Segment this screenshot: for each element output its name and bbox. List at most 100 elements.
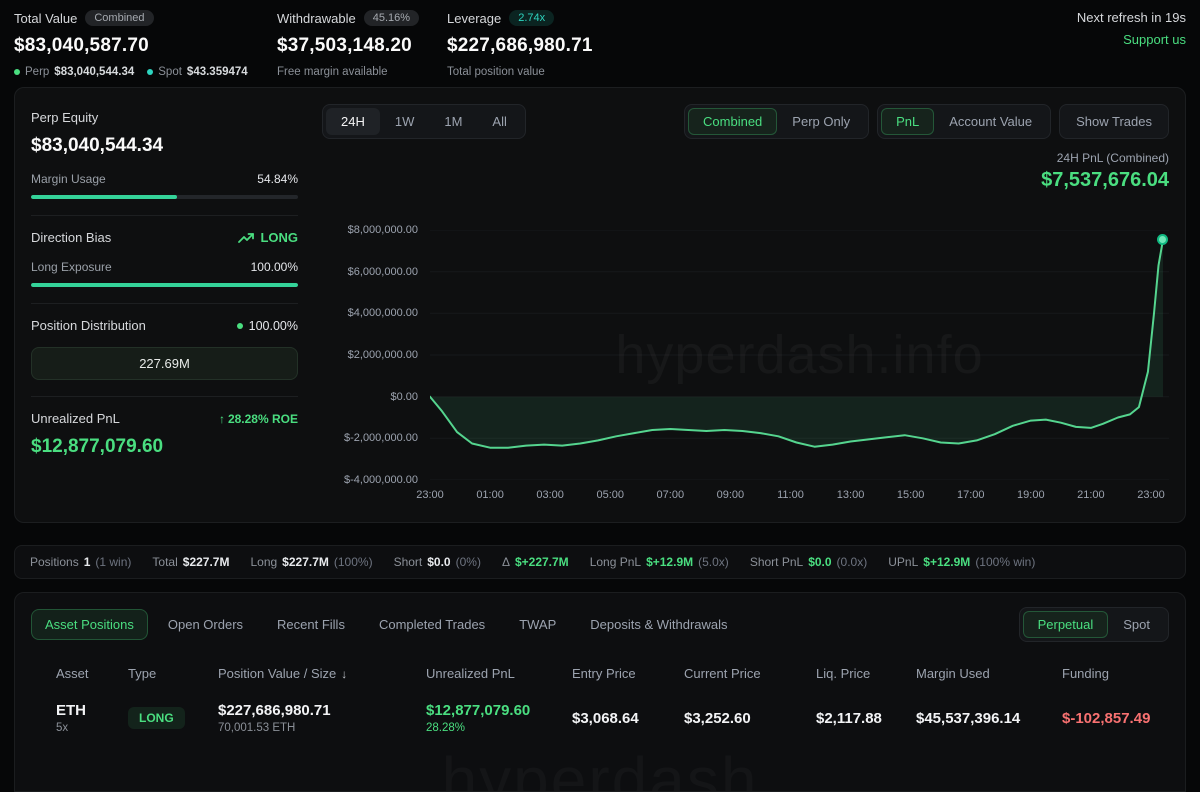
pnl-readout-label: 24H PnL (Combined) (322, 151, 1169, 165)
margin-used-cell: $45,537,396.14 (916, 710, 1062, 727)
withdrawable-label: Withdrawable (277, 11, 356, 26)
entry-price-cell: $3,068.64 (572, 710, 684, 727)
x-axis-tick: 23:00 (1137, 489, 1165, 501)
x-axis-tick: 21:00 (1077, 489, 1105, 501)
withdrawable-amount: $37,503,148.20 (277, 35, 447, 57)
positions-table-header: Asset Type Position Value / Size ↓ Unrea… (56, 666, 1169, 681)
pnl-chart-area: 24H 1W 1M All Combined Perp Only PnL Acc… (322, 104, 1169, 506)
perp-label: Perp (25, 66, 49, 78)
direction-bias-value: LONG (260, 230, 298, 245)
total-value-stat: Total Value Combined $83,040,587.70 Perp… (14, 10, 277, 78)
position-size: 70,001.53 ETH (218, 722, 426, 734)
tab-deposits-withdrawals[interactable]: Deposits & Withdrawals (576, 609, 741, 640)
unrealized-pnl-cell: $12,877,079.60 28.28% (426, 702, 572, 734)
row-unrealized-pnl: $12,877,079.60 (426, 702, 572, 719)
tab-twap[interactable]: TWAP (505, 609, 570, 640)
perp-equity-value: $83,040,544.34 (31, 135, 298, 157)
withdrawable-subtitle: Free margin available (277, 66, 447, 78)
header-current-price[interactable]: Current Price (684, 666, 816, 681)
total-value-amount: $83,040,587.70 (14, 35, 277, 57)
margin-usage-label: Margin Usage (31, 172, 106, 186)
metric-toggle: PnL Account Value (877, 104, 1051, 139)
position-value: $227,686,980.71 (218, 702, 426, 719)
perp-dot-icon (14, 69, 20, 75)
long-exposure-value: 100.00% (251, 260, 298, 274)
tab-asset-positions[interactable]: Asset Positions (31, 609, 148, 640)
tab-open-orders[interactable]: Open Orders (154, 609, 257, 640)
x-axis-tick: 03:00 (536, 489, 564, 501)
perp-equity-label: Perp Equity (31, 110, 298, 125)
total-value-label: Total Value (14, 11, 77, 26)
combined-badge: Combined (85, 10, 153, 26)
toggle-perpetual[interactable]: Perpetual (1023, 611, 1109, 638)
show-trades-button[interactable]: Show Trades (1059, 104, 1169, 139)
header-position-value[interactable]: Position Value / Size ↓ (218, 666, 426, 681)
support-us-link[interactable]: Support us (1077, 32, 1186, 47)
x-axis-tick: 17:00 (957, 489, 985, 501)
toggle-spot[interactable]: Spot (1108, 611, 1165, 638)
perp-equity-section: Perp Equity $83,040,544.34 Margin Usage … (31, 104, 298, 216)
long-exposure-label: Long Exposure (31, 260, 112, 274)
asset-symbol: ETH (56, 702, 128, 719)
range-tab-1m[interactable]: 1M (429, 108, 477, 135)
chart-plot[interactable]: hyperdash.info (430, 230, 1169, 480)
liq-price-cell: $2,117.88 (816, 710, 916, 727)
range-tab-all[interactable]: All (477, 108, 521, 135)
spot-dot-icon (147, 69, 153, 75)
chart-toolbar: 24H 1W 1M All Combined Perp Only PnL Acc… (322, 104, 1169, 139)
topbar: Total Value Combined $83,040,587.70 Perp… (0, 0, 1200, 87)
chart-y-axis: $8,000,000.00$6,000,000.00$4,000,000.00$… (322, 230, 430, 480)
toggle-account-value[interactable]: Account Value (934, 108, 1047, 135)
header-margin-used[interactable]: Margin Used (916, 666, 1062, 681)
summary-item-short: Short $0.0 (0%) (394, 555, 481, 569)
summary-item-total: Total $227.7M (152, 555, 229, 569)
summary-item-positions: Positions 1 (1 win) (30, 555, 131, 569)
header-type[interactable]: Type (128, 666, 218, 681)
tab-completed-trades[interactable]: Completed Trades (365, 609, 499, 640)
range-tab-24h[interactable]: 24H (326, 108, 380, 135)
x-axis-tick: 07:00 (657, 489, 685, 501)
header-asset[interactable]: Asset (56, 666, 128, 681)
market-toggle: Perpetual Spot (1019, 607, 1169, 642)
leverage-stat: Leverage 2.74x $227,686,980.71 Total pos… (447, 10, 707, 78)
summary-item-long: Long $227.7M (100%) (250, 555, 372, 569)
x-axis-tick: 13:00 (837, 489, 865, 501)
account-stats-sidebar: Perp Equity $83,040,544.34 Margin Usage … (31, 104, 298, 506)
toggle-combined[interactable]: Combined (688, 108, 777, 135)
account-overview-panel: Perp Equity $83,040,544.34 Margin Usage … (14, 87, 1186, 523)
x-axis-tick: 01:00 (476, 489, 504, 501)
range-tab-1w[interactable]: 1W (380, 108, 430, 135)
header-liq-price[interactable]: Liq. Price (816, 666, 916, 681)
position-size-chip: 227.69M (31, 347, 298, 380)
positions-table: Asset Type Position Value / Size ↓ Unrea… (31, 666, 1169, 734)
pnl-line-chart[interactable] (430, 230, 1169, 480)
funding-cell: $-102,857.49 (1062, 710, 1169, 727)
row-roe: 28.28% (426, 722, 572, 734)
margin-usage-bar (31, 195, 298, 199)
withdrawable-stat: Withdrawable 45.16% $37,503,148.20 Free … (277, 10, 447, 78)
roe-value: 28.28% ROE (228, 412, 298, 426)
leverage-label: Leverage (447, 11, 501, 26)
header-unrealized-pnl[interactable]: Unrealized PnL (426, 666, 572, 681)
spot-label: Spot (158, 66, 182, 78)
position-value-cell: $227,686,980.71 70,001.53 ETH (218, 702, 426, 734)
tab-recent-fills[interactable]: Recent Fills (263, 609, 359, 640)
position-row-eth[interactable]: ETH 5x LONG $227,686,980.71 70,001.53 ET… (56, 702, 1169, 734)
summary-item-delta: Δ $+227.7M (502, 555, 569, 569)
direction-bias-label: Direction Bias (31, 230, 111, 245)
sort-descending-icon[interactable]: ↓ (341, 667, 347, 681)
positions-panel: Asset Positions Open Orders Recent Fills… (14, 592, 1186, 792)
positions-summary-bar: Positions 1 (1 win) Total $227.7M Long $… (14, 545, 1186, 579)
leverage-subtitle: Total position value (447, 66, 707, 78)
header-entry-price[interactable]: Entry Price (572, 666, 684, 681)
y-axis-tick: $-2,000,000.00 (344, 432, 418, 444)
toggle-pnl[interactable]: PnL (881, 108, 934, 135)
x-axis-tick: 15:00 (897, 489, 925, 501)
header-funding[interactable]: Funding (1062, 666, 1169, 681)
toggle-perp-only[interactable]: Perp Only (777, 108, 865, 135)
y-axis-tick: $8,000,000.00 (348, 224, 418, 236)
leverage-badge: 2.74x (509, 10, 554, 26)
summary-item-long-pnl: Long PnL $+12.9M (5.0x) (590, 555, 729, 569)
asset-cell: ETH 5x (56, 702, 128, 734)
long-exposure-bar-fill (31, 283, 298, 287)
